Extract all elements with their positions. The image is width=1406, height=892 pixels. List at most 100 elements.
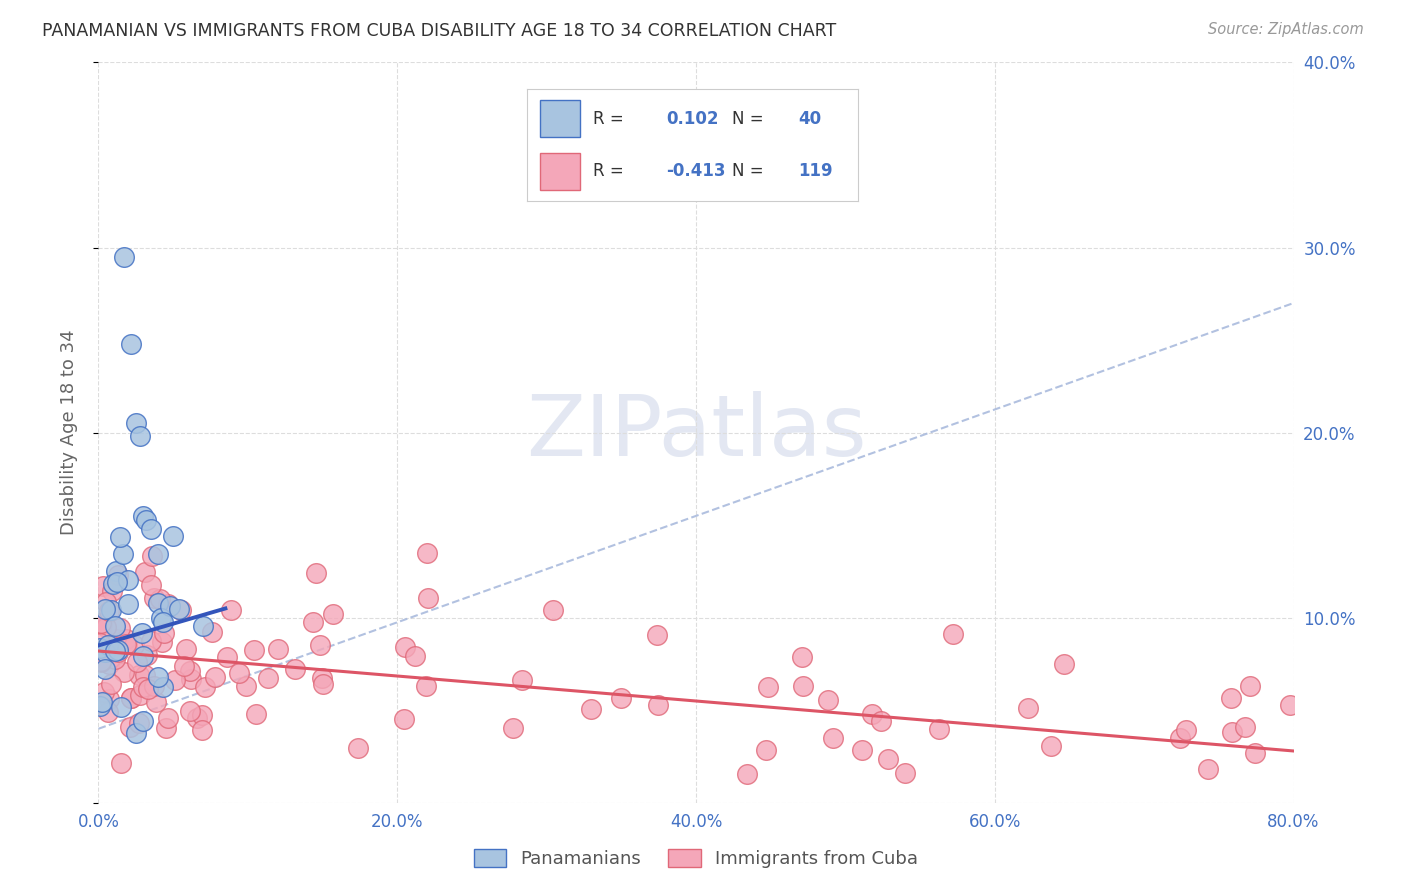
Point [112, 547, 135, 561]
Point [148, 670, 170, 684]
Point [1174, 723, 1197, 738]
Point [541, 603, 564, 617]
Point [394, 640, 416, 654]
Point [104, 644, 127, 658]
Point [392, 712, 415, 726]
Point [91, 579, 114, 593]
Point [141, 549, 163, 563]
Point [129, 688, 152, 702]
Text: 119: 119 [799, 162, 832, 180]
Point [416, 591, 439, 605]
Legend: Panamanians, Immigrants from Cuba: Panamanians, Immigrants from Cuba [467, 841, 925, 875]
Point [107, 568, 129, 582]
Point [103, 577, 125, 591]
Point [90, 655, 112, 669]
Point [191, 723, 214, 738]
Point [215, 649, 238, 664]
Point [311, 671, 333, 685]
Point [1197, 762, 1219, 776]
Point [148, 596, 170, 610]
Point [105, 632, 128, 646]
Point [502, 721, 524, 735]
Point [610, 691, 633, 706]
Text: Source: ZipAtlas.com: Source: ZipAtlas.com [1208, 22, 1364, 37]
Point [1053, 657, 1076, 671]
Point [790, 649, 813, 664]
Text: PANAMANIAN VS IMMIGRANTS FROM CUBA DISABILITY AGE 18 TO 34 CORRELATION CHART: PANAMANIAN VS IMMIGRANTS FROM CUBA DISAB… [42, 22, 837, 40]
Point [894, 766, 917, 780]
Point [755, 742, 778, 756]
Point [131, 626, 153, 640]
Point [1234, 720, 1257, 734]
Point [97, 638, 120, 652]
Point [735, 767, 758, 781]
Point [125, 417, 148, 431]
Text: R =: R = [593, 110, 630, 128]
Point [132, 680, 155, 694]
Point [120, 336, 142, 351]
Point [928, 722, 950, 736]
Point [645, 628, 668, 642]
Point [404, 649, 426, 664]
Point [93, 662, 115, 676]
Point [256, 671, 278, 685]
Point [142, 679, 165, 693]
Point [311, 677, 333, 691]
Point [149, 591, 172, 606]
Point [128, 716, 150, 731]
Point [415, 679, 437, 693]
Point [512, 673, 534, 687]
Point [322, 607, 344, 621]
Point [104, 619, 127, 633]
Text: R =: R = [593, 162, 630, 180]
Point [100, 677, 122, 691]
Point [132, 508, 155, 523]
Point [145, 695, 167, 709]
Point [120, 691, 142, 706]
Point [167, 602, 190, 616]
FancyBboxPatch shape [540, 100, 581, 137]
Point [201, 625, 224, 640]
Point [90, 656, 112, 670]
Point [127, 655, 149, 669]
Point [647, 698, 669, 713]
Point [163, 673, 186, 688]
Point [89, 699, 111, 714]
Point [792, 679, 814, 693]
Point [129, 429, 152, 443]
Point [347, 741, 370, 756]
Point [1170, 731, 1192, 745]
Point [416, 546, 439, 560]
Point [94, 645, 117, 659]
Point [150, 610, 173, 624]
Point [174, 642, 197, 657]
Text: N =: N = [733, 162, 769, 180]
Point [91, 616, 114, 631]
Point [267, 642, 290, 657]
Point [141, 578, 163, 592]
Point [877, 752, 900, 766]
Point [104, 652, 127, 666]
Text: 40: 40 [799, 110, 821, 128]
Point [179, 704, 201, 718]
Point [97, 692, 120, 706]
Point [108, 621, 131, 635]
Point [860, 706, 883, 721]
Point [1039, 739, 1062, 754]
Point [136, 648, 159, 662]
Point [100, 602, 122, 616]
Point [107, 643, 129, 657]
Point [156, 711, 179, 725]
Point [191, 618, 214, 632]
Point [235, 679, 257, 693]
Point [194, 680, 217, 694]
Point [143, 591, 166, 605]
Point [120, 721, 142, 735]
Point [309, 638, 332, 652]
Point [94, 620, 117, 634]
Point [105, 565, 128, 579]
Point [159, 599, 181, 613]
Text: 0.102: 0.102 [666, 110, 718, 128]
Point [170, 603, 193, 617]
Point [162, 529, 184, 543]
